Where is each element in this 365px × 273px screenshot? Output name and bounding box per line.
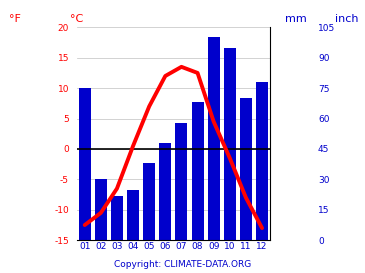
Bar [159,143,171,240]
Bar [256,82,268,240]
Bar [240,98,252,240]
Bar [95,179,107,240]
Text: inch: inch [335,14,358,24]
Bar [111,196,123,240]
Bar [127,189,139,240]
Bar [176,123,188,240]
Text: mm: mm [285,14,307,24]
Bar [224,48,236,240]
Bar [192,102,204,240]
Bar [79,88,91,240]
Text: Copyright: CLIMATE-DATA.ORG: Copyright: CLIMATE-DATA.ORG [114,260,251,269]
Text: °F: °F [9,14,20,24]
Bar [208,37,220,240]
Text: °C: °C [70,14,83,24]
Bar [143,163,155,240]
